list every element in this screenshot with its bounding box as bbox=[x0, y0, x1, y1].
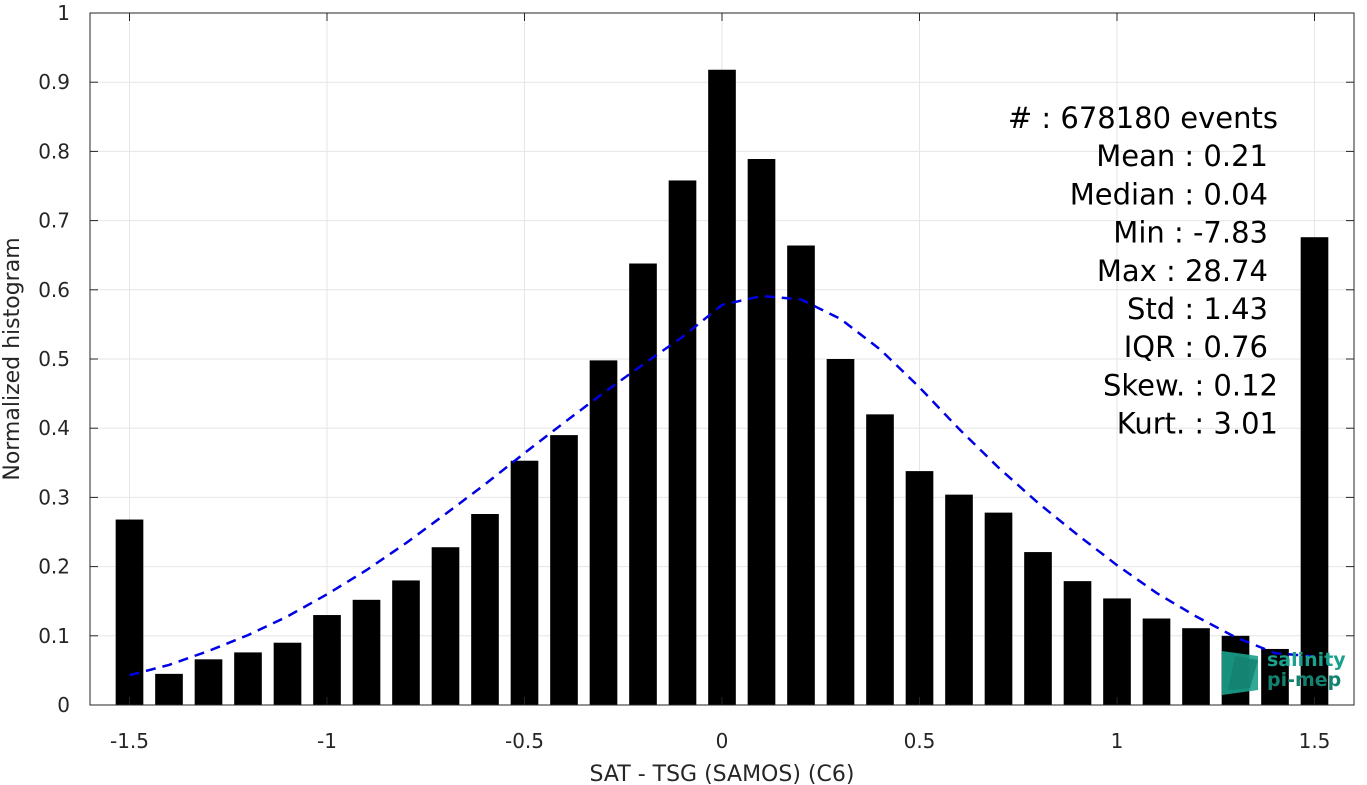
y-tick-label: 0.8 bbox=[38, 139, 70, 163]
histogram-bar bbox=[234, 652, 262, 705]
stat-line: # : 678180 events bbox=[1008, 101, 1278, 135]
histogram-bar bbox=[313, 615, 341, 705]
stat-line: Std : 1.43 bbox=[1127, 292, 1268, 326]
histogram-bar bbox=[1142, 618, 1171, 705]
histogram-bar bbox=[1261, 648, 1289, 705]
histogram-bar bbox=[1063, 581, 1092, 705]
normal-fit-curve bbox=[129, 294, 1315, 677]
histogram-bar bbox=[431, 547, 460, 705]
x-tick-label: 0 bbox=[716, 729, 729, 753]
histogram-bar bbox=[550, 435, 578, 705]
x-tick-label: -1 bbox=[317, 729, 337, 753]
histogram-bar bbox=[826, 359, 855, 705]
y-axis-label: Normalized histogram bbox=[0, 237, 25, 480]
histogram-bar bbox=[352, 599, 381, 705]
logo-line2: pi-mep bbox=[1267, 669, 1341, 691]
y-tick-label: 0.3 bbox=[38, 485, 70, 509]
y-tick-label: 0.4 bbox=[38, 416, 70, 440]
histogram-bar bbox=[1024, 552, 1052, 705]
stat-line: Kurt. : 3.01 bbox=[1117, 407, 1278, 441]
histogram-bar bbox=[510, 460, 539, 705]
stat-line: Min : -7.83 bbox=[1113, 216, 1268, 250]
histogram-bar bbox=[905, 471, 934, 705]
histogram-bar bbox=[115, 519, 144, 705]
y-tick-label: 0.6 bbox=[38, 278, 70, 302]
y-tick-label: 0 bbox=[57, 693, 70, 717]
x-axis-label: SAT - TSG (SAMOS) (C6) bbox=[590, 762, 855, 785]
histogram-bar bbox=[1182, 628, 1210, 705]
histogram-bar bbox=[155, 673, 183, 705]
x-tick-label: 0.5 bbox=[904, 729, 936, 753]
histogram-bar bbox=[787, 245, 815, 705]
y-tick-label: 0.2 bbox=[38, 555, 70, 579]
statistics-box: # : 678180 events Mean : 0.21 Median : 0.0… bbox=[1008, 101, 1278, 441]
histogram-bar bbox=[708, 69, 736, 705]
x-tick-label: -0.5 bbox=[505, 729, 544, 753]
histogram-bar bbox=[866, 414, 894, 705]
histogram-bar bbox=[1300, 237, 1329, 705]
salinity-pimep-logo: salinity pi-mep bbox=[1222, 649, 1346, 695]
histogram-bar bbox=[392, 580, 420, 705]
histogram-bar bbox=[589, 360, 618, 705]
logo-facet-icon bbox=[1228, 656, 1258, 690]
histogram-bar bbox=[747, 159, 776, 706]
histogram-bar bbox=[945, 494, 973, 705]
x-tick-label: -1.5 bbox=[110, 729, 149, 753]
histogram-bar bbox=[273, 642, 302, 705]
y-tick-label: 0.5 bbox=[38, 347, 70, 371]
stat-line: Max : 28.74 bbox=[1097, 254, 1268, 288]
x-tick-label: 1.5 bbox=[1299, 729, 1331, 753]
histogram-bar bbox=[629, 263, 657, 705]
stat-line: IQR : 0.76 bbox=[1124, 330, 1268, 364]
histogram-bar bbox=[984, 512, 1013, 705]
histogram-bar bbox=[471, 514, 499, 705]
y-tick-label: 1 bbox=[57, 1, 70, 25]
stat-line: Median : 0.04 bbox=[1070, 177, 1268, 211]
histogram-bar bbox=[194, 659, 223, 705]
y-tick-label: 0.9 bbox=[38, 70, 70, 94]
histogram-bar bbox=[1103, 598, 1131, 705]
x-tick-label: 1 bbox=[1111, 729, 1124, 753]
y-tick-label: 0.1 bbox=[38, 624, 70, 648]
bars bbox=[115, 69, 1329, 706]
y-tick-label: 0.7 bbox=[38, 209, 70, 233]
stat-line: Skew. : 0.12 bbox=[1103, 368, 1278, 402]
stat-line: Mean : 0.21 bbox=[1096, 139, 1268, 173]
logo-line1: salinity bbox=[1267, 649, 1346, 671]
y-axis-ticks: 0 0.1 0.2 0.3 0.4 0.5 0.6 0.7 0.8 0.9 1 bbox=[38, 1, 1354, 717]
x-axis-ticks: -1.5 -1 -0.5 0 0.5 1 1.5 bbox=[110, 13, 1330, 753]
histogram-bar bbox=[668, 180, 697, 706]
